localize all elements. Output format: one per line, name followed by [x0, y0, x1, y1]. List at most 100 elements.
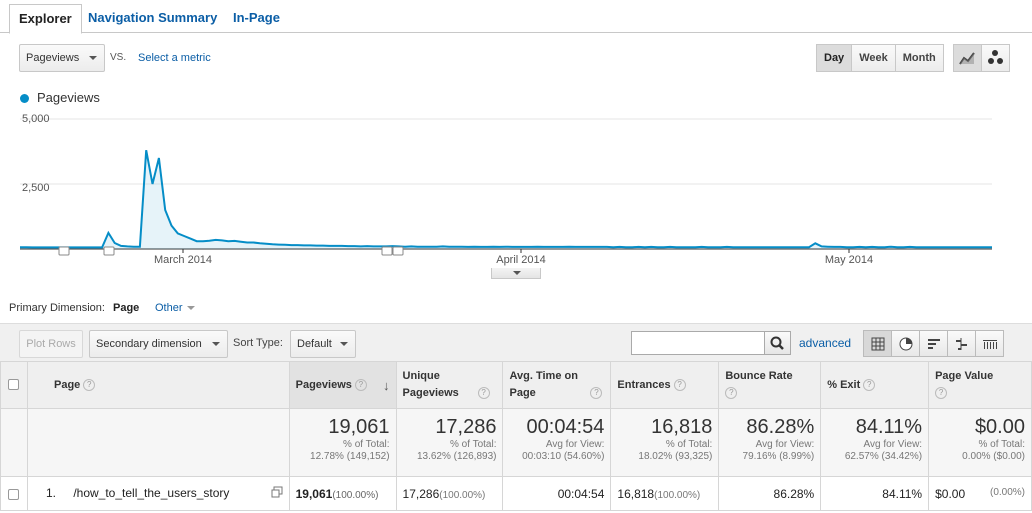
total-note: % of Total:: [978, 439, 1025, 450]
row-index: 1.: [45, 486, 56, 500]
total-entrances: 16,818% of Total: 18.02% (93,325): [610, 408, 720, 477]
plot-rows-button[interactable]: Plot Rows: [19, 330, 83, 358]
col-header-entrances-label: Entrances: [617, 378, 671, 391]
total-note: Avg for View:: [755, 439, 815, 450]
col-header-page[interactable]: Page?: [26, 361, 290, 409]
col-header-pageviews-label: Pageviews: [295, 378, 352, 391]
total-value: 16,818: [651, 416, 713, 438]
row-value: $0.00: [935, 486, 966, 501]
tab-explorer[interactable]: Explorer: [9, 4, 82, 34]
col-header-bounce-rate[interactable]: Bounce Rate?: [718, 361, 822, 409]
data-table-view-icon[interactable]: [863, 330, 892, 357]
total-note: 62.57% (34.42%): [844, 451, 923, 462]
row-pct: (100.00%): [439, 489, 486, 501]
secondary-dimension-select[interactable]: Secondary dimension: [89, 330, 228, 358]
row-page-cell: 1. /how_to_tell_the_users_story: [26, 476, 290, 511]
total-unique-pageviews: 17,286% of Total: 13.62% (126,893): [395, 408, 504, 477]
total-note: Avg for View:: [545, 439, 605, 450]
pie-chart-view-icon[interactable]: [891, 330, 920, 357]
line-chart-icon[interactable]: [953, 44, 982, 72]
chevron-down-icon: [186, 306, 195, 311]
x-tick-label: March 2014: [153, 254, 213, 266]
row-value: 16,818: [617, 486, 655, 501]
row-avg-time: 00:04:54: [502, 476, 612, 511]
x-tick-label: April 2014: [496, 254, 546, 266]
total-avg-time: 00:04:54 Avg for View: 00:03:10 (54.60%): [502, 408, 612, 477]
report-tabs: Explorer Navigation Summary In-Page: [0, 0, 1032, 34]
total-note: % of Total:: [343, 439, 390, 450]
row-pct: (100.00%): [654, 489, 701, 501]
motion-chart-icon[interactable]: [981, 44, 1010, 72]
row-pct: (0.00%): [989, 486, 1025, 498]
total-value: 19,061: [328, 416, 390, 438]
report-table: Page? Pageviews? ↓ Unique Pageviews? Avg.…: [0, 361, 1032, 511]
performance-view-icon[interactable]: [919, 330, 948, 357]
help-icon[interactable]: ?: [83, 378, 96, 391]
row-pageviews: 19,061(100.00%): [288, 476, 397, 511]
help-icon[interactable]: ?: [354, 378, 367, 391]
col-header-entrances[interactable]: Entrances?: [610, 361, 720, 409]
period-month-button[interactable]: Month: [894, 44, 944, 72]
chart-collapse-handle[interactable]: [491, 268, 541, 279]
table-toolbar: Plot Rows Secondary dimension Sort Type:…: [0, 323, 1032, 361]
col-header-avg-time[interactable]: Avg. Time on Page?: [502, 361, 612, 409]
col-header-page-value[interactable]: Page Value?: [928, 361, 1032, 409]
col-header-exit[interactable]: % Exit?: [820, 361, 930, 409]
row-unique-pageviews: 17,286(100.00%): [395, 476, 504, 511]
chevron-down-icon: [340, 342, 348, 346]
term-cloud-view-icon[interactable]: [975, 330, 1004, 357]
help-icon[interactable]: ?: [725, 387, 738, 400]
help-icon[interactable]: ?: [935, 387, 948, 400]
select-all-checkbox[interactable]: [8, 379, 20, 391]
select-all-cell: [0, 361, 28, 409]
row-page-link[interactable]: /how_to_tell_the_users_story: [73, 486, 230, 500]
metric-select[interactable]: Pageviews: [19, 44, 105, 72]
y-tick-label: 5,000: [22, 113, 50, 125]
period-week-button[interactable]: Week: [851, 44, 896, 72]
table-view-selector: [863, 330, 1004, 357]
row-bounce-rate: 86.28%: [718, 476, 822, 511]
primary-dimension-label: Primary Dimension:: [9, 302, 105, 314]
sort-descending-icon: ↓: [383, 377, 390, 393]
search-button[interactable]: [764, 331, 791, 355]
col-header-page-value-label: Page Value: [935, 370, 994, 382]
total-note: 18.02% (93,325): [638, 451, 713, 462]
chevron-down-icon: [89, 56, 97, 60]
chevron-down-icon: [212, 342, 220, 346]
total-note: 12.78% (149,152): [310, 451, 390, 462]
total-page-value: $0.00% of Total: 0.00% ($0.00): [928, 408, 1032, 477]
annotation-marker: [58, 246, 70, 256]
row-checkbox[interactable]: [8, 488, 20, 500]
open-page-icon[interactable]: [271, 486, 283, 501]
primary-dimension-page[interactable]: Page: [113, 302, 140, 314]
total-value: 86.28%: [746, 416, 815, 438]
legend-marker: [20, 94, 29, 103]
total-note: 79.16% (8.99%): [742, 451, 815, 462]
col-header-pageviews[interactable]: Pageviews? ↓: [288, 361, 397, 409]
tab-in-page[interactable]: In-Page: [233, 10, 280, 25]
pageviews-chart: [20, 118, 992, 256]
sort-type-select[interactable]: Default: [290, 330, 356, 358]
table-search-input[interactable]: [631, 331, 765, 355]
help-icon[interactable]: ?: [477, 387, 490, 400]
tab-navigation-summary[interactable]: Navigation Summary: [88, 10, 218, 25]
primary-dimension-other[interactable]: Other: [155, 302, 195, 314]
total-bounce-rate: 86.28% Avg for View: 79.16% (8.99%): [718, 408, 822, 477]
col-header-unique-pageviews[interactable]: Unique Pageviews?: [395, 361, 504, 409]
help-icon[interactable]: ?: [590, 387, 603, 400]
total-note: Avg for View:: [863, 439, 923, 450]
advanced-filter-link[interactable]: advanced: [799, 336, 852, 350]
total-note: % of Total:: [665, 439, 713, 450]
help-icon[interactable]: ?: [673, 378, 686, 391]
sort-type-label: Sort Type:: [233, 337, 283, 349]
x-tick-label: May 2014: [824, 254, 874, 266]
total-value: 17,286: [435, 416, 497, 438]
select-metric-link[interactable]: Select a metric: [138, 52, 211, 64]
help-icon[interactable]: ?: [863, 378, 876, 391]
row-value: 17,286: [402, 486, 440, 501]
totals-row: 19,061% of Total: 12.78% (149,152) 17,286…: [0, 408, 1032, 477]
comparison-view-icon[interactable]: [947, 330, 976, 357]
secondary-dimension-label: Secondary dimension: [96, 338, 202, 350]
row-select-cell: [0, 476, 28, 511]
col-header-page-label: Page: [53, 378, 81, 391]
